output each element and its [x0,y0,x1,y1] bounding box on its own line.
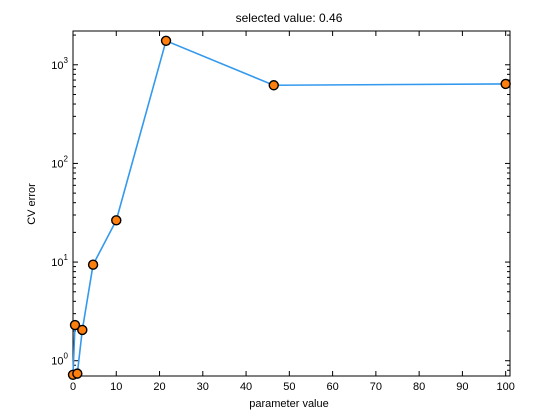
data-point [111,215,122,226]
x-tick-label: 100 [496,381,514,393]
y-tick-label: 102 [51,154,68,170]
x-tick-label: 50 [283,381,295,393]
y-tick-label-exponent: 0 [64,352,69,361]
x-axis-ticks: 0 10 20 30 40 50 60 70 80 90 100 [70,31,515,393]
x-tick-label: 80 [413,381,425,393]
x-tick-label: 60 [326,381,338,393]
series-group [67,35,511,380]
y-tick-label-exponent: 3 [64,56,69,65]
x-tick-label: 10 [110,381,122,393]
chart-title: selected value: 0.46 [236,11,343,25]
data-point [77,324,88,336]
y-tick-label: 103 [51,56,68,72]
x-tick-label: 40 [240,381,252,393]
x-tick-label: 70 [370,381,382,393]
x-tick-label: 20 [153,381,165,393]
y-tick-label: 101 [51,253,68,269]
data-point [160,35,172,47]
y-tick-label: 100 [51,352,68,368]
x-axis-label: parameter value [249,398,329,410]
y-tick-label-base: 10 [51,356,63,368]
x-tick-label: 30 [197,381,209,393]
y-tick-label-exponent: 2 [64,154,69,163]
data-point [87,259,99,270]
y-axis-label: CV error [26,183,38,225]
y-tick-label-base: 10 [51,60,63,72]
y-tick-label-base: 10 [51,158,63,170]
x-tick-label: 90 [456,381,468,393]
y-tick-label-exponent: 1 [64,253,69,262]
data-point [72,368,83,379]
y-tick-label-base: 10 [51,257,63,269]
plot-area [72,30,511,377]
x-tick-label: 0 [70,381,76,393]
data-point [69,319,81,331]
data-point [268,80,279,91]
data-point [500,78,511,90]
